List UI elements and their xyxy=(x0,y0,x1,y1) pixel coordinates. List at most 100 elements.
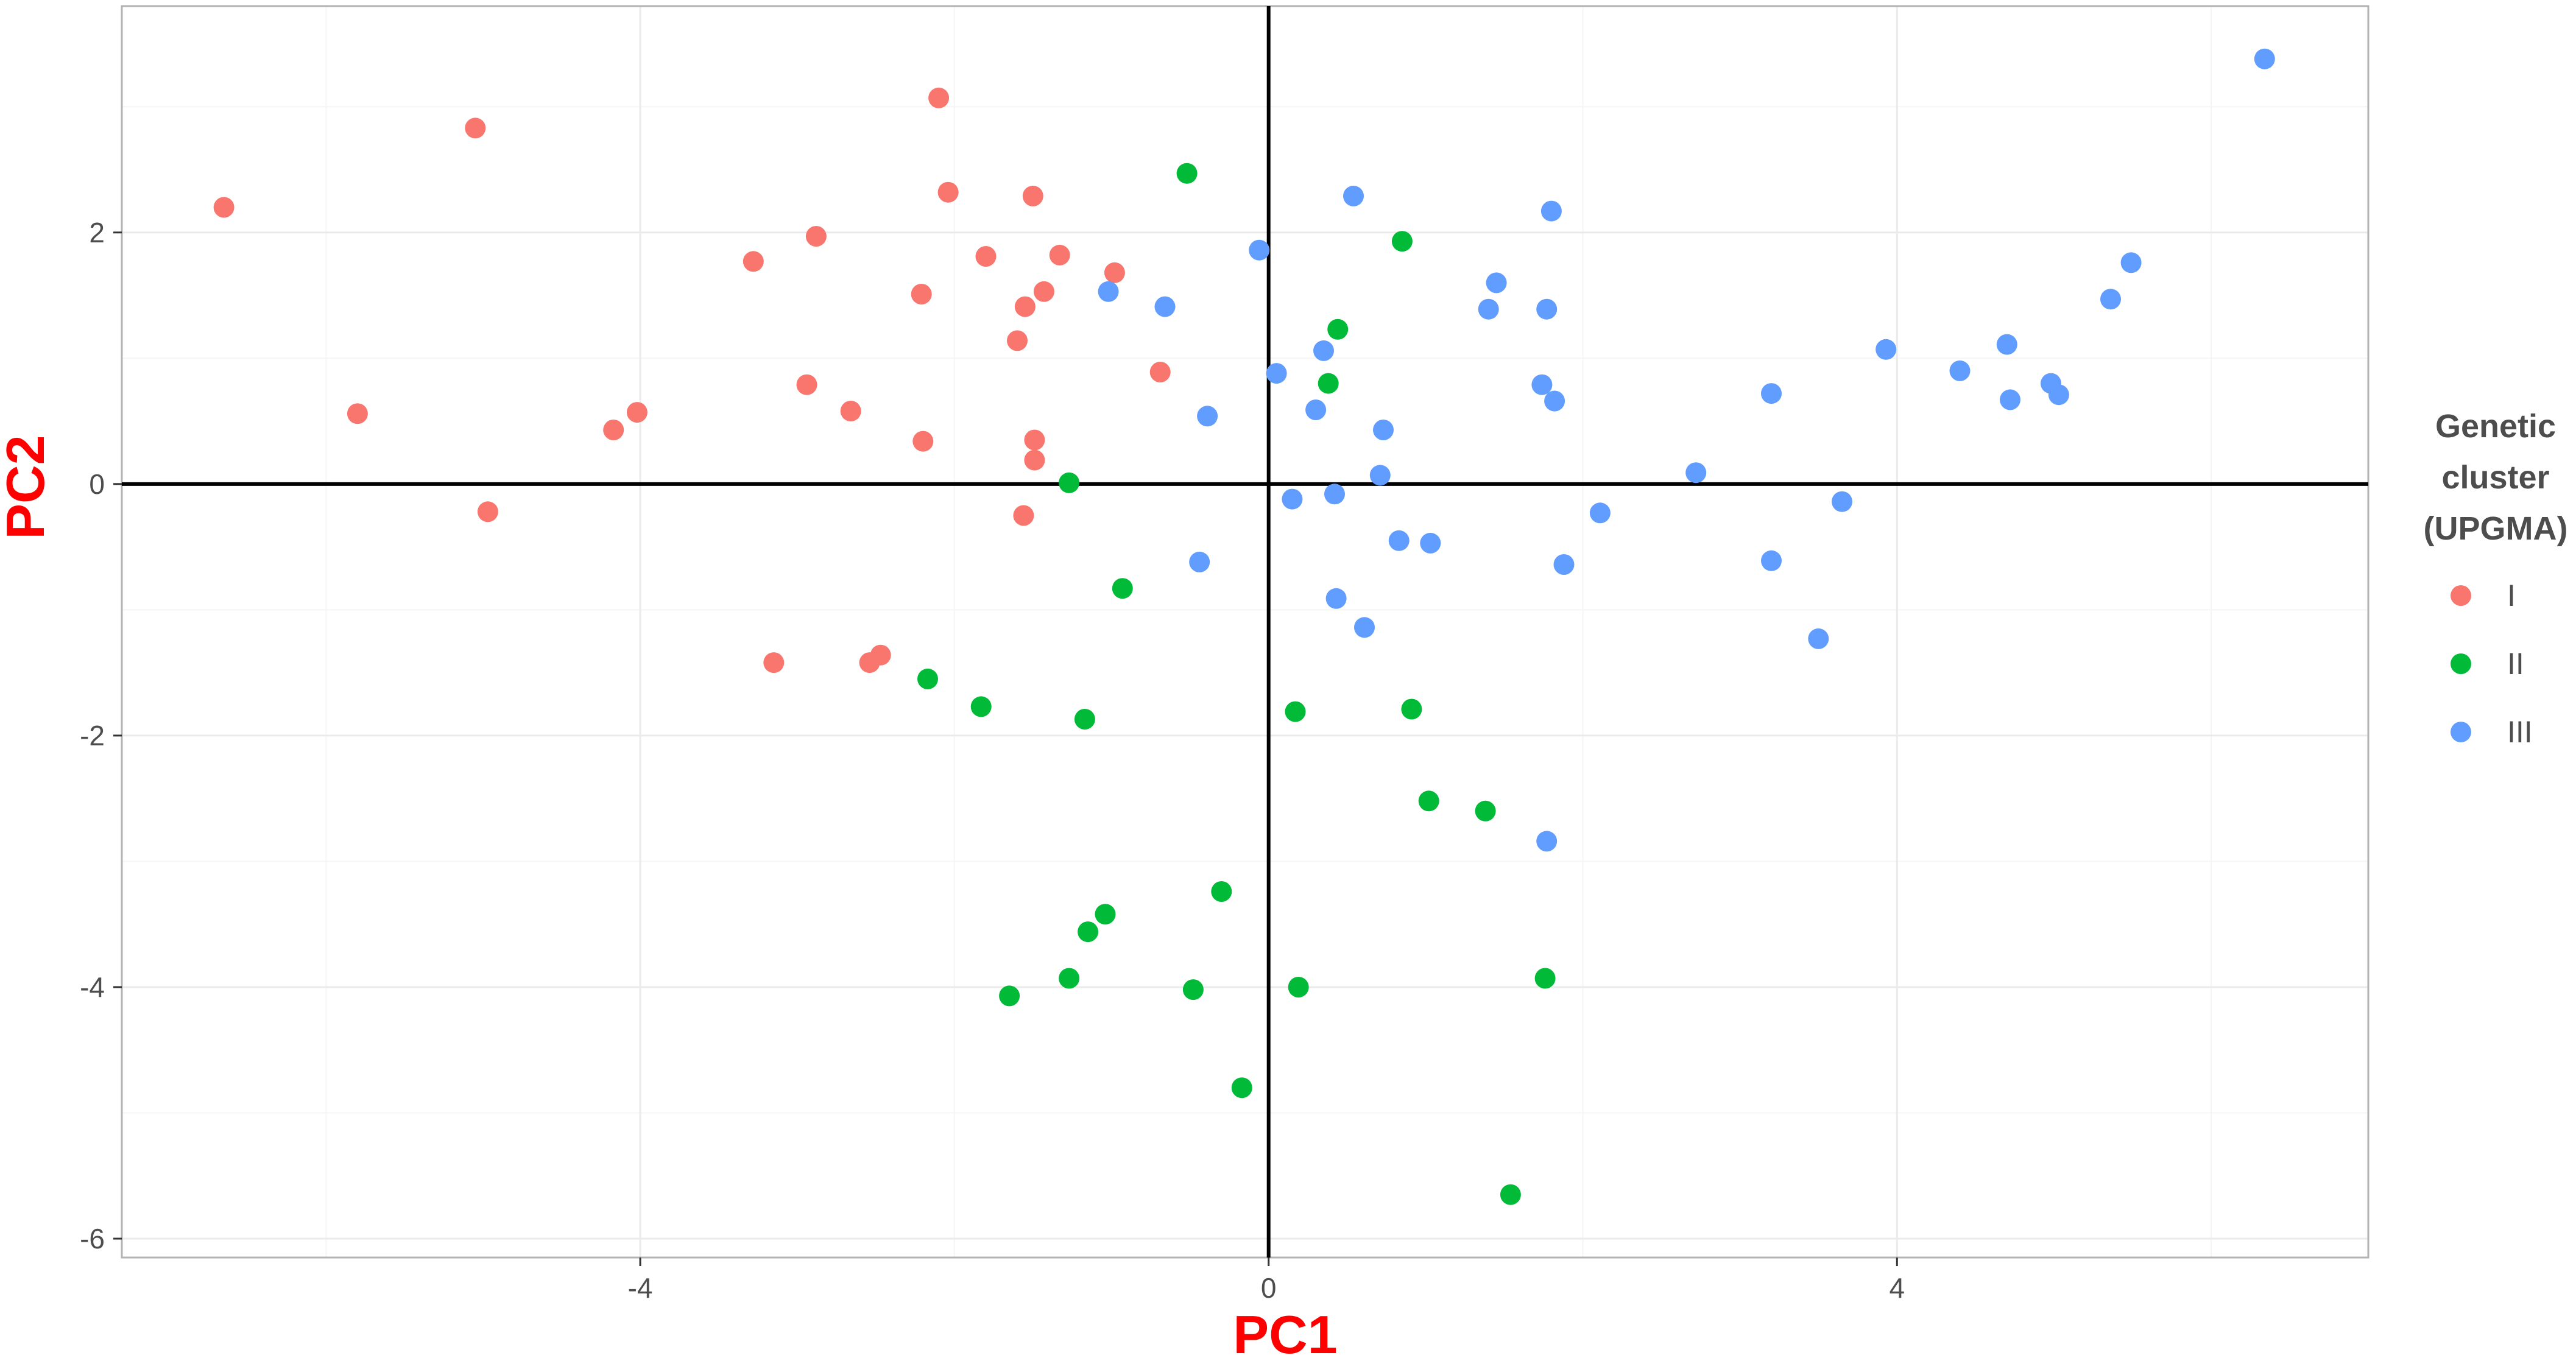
data-point-cluster-I xyxy=(928,87,950,108)
data-point-cluster-III xyxy=(1282,488,1303,510)
data-point-cluster-I xyxy=(1033,281,1054,302)
data-point-cluster-III xyxy=(1531,374,1553,395)
data-point-cluster-III xyxy=(1540,200,1562,222)
data-point-cluster-II xyxy=(1059,472,1080,493)
data-point-cluster-II xyxy=(917,668,938,689)
data-point-cluster-II xyxy=(1391,231,1413,252)
y-tick-label: 2 xyxy=(89,217,105,248)
data-point-cluster-III xyxy=(1761,550,1782,571)
grid-lines xyxy=(122,6,2368,1258)
axis-ticks: -4 0 4 -6 -4 -2 0 2 xyxy=(80,217,1905,1304)
data-point-cluster-III xyxy=(1808,628,1829,649)
legend-key-I xyxy=(2451,585,2471,606)
data-point-cluster-III xyxy=(1373,420,1394,440)
data-point-cluster-I xyxy=(1022,185,1043,206)
data-point-cluster-II xyxy=(1176,163,1198,184)
data-point-cluster-I xyxy=(626,402,648,423)
data-point-cluster-I xyxy=(796,374,817,395)
data-point-cluster-III xyxy=(2048,384,2069,406)
data-point-cluster-III xyxy=(1478,298,1499,320)
data-point-cluster-III xyxy=(1305,399,1327,420)
data-point-cluster-III xyxy=(2100,289,2121,310)
y-tick-label: -6 xyxy=(80,1223,105,1254)
data-point-cluster-I xyxy=(213,197,235,218)
data-point-cluster-III xyxy=(1832,491,1852,512)
data-point-cluster-III xyxy=(1949,360,1971,381)
legend-label-I: I xyxy=(2507,579,2516,613)
data-point-cluster-II xyxy=(1534,968,1556,989)
y-tick-label: -4 xyxy=(80,971,105,1003)
data-point-cluster-III xyxy=(1420,532,1441,554)
data-point-cluster-I xyxy=(937,181,959,203)
data-point-cluster-I xyxy=(1013,505,1034,526)
data-point-cluster-III xyxy=(1098,281,1119,302)
plot-panel-border xyxy=(121,5,2370,1259)
data-point-cluster-III xyxy=(1154,296,1176,317)
data-point-cluster-II xyxy=(1095,904,1116,925)
legend-title-line-1: Genetic xyxy=(2435,408,2556,445)
data-point-cluster-III xyxy=(1313,340,1334,361)
data-point-cluster-II xyxy=(1288,977,1309,997)
x-axis-title: PC1 xyxy=(1233,1304,1337,1358)
data-point-cluster-III xyxy=(1876,339,1897,360)
data-point-cluster-I xyxy=(1014,296,1036,317)
data-point-cluster-III xyxy=(1486,272,1507,294)
data-point-cluster-II xyxy=(1059,968,1080,989)
data-point-cluster-I xyxy=(1049,244,1070,266)
data-point-cluster-III xyxy=(1589,502,1611,524)
data-point-cluster-II xyxy=(1475,800,1496,821)
data-point-cluster-I xyxy=(1104,262,1125,283)
data-point-cluster-III xyxy=(1249,239,1270,261)
data-point-cluster-II xyxy=(1418,790,1439,812)
data-point-cluster-III xyxy=(1685,462,1707,484)
data-point-cluster-II xyxy=(1401,698,1422,720)
data-point-cluster-I xyxy=(477,501,498,522)
data-point-cluster-I xyxy=(840,401,861,421)
x-tick-label: 4 xyxy=(1889,1272,1905,1304)
legend-label-III: III xyxy=(2507,715,2533,749)
data-point-cluster-III xyxy=(1324,484,1345,505)
data-point-cluster-III xyxy=(1388,530,1410,551)
data-point-cluster-III xyxy=(1536,831,1558,852)
data-point-cluster-II xyxy=(1318,373,1339,394)
data-point-cluster-II xyxy=(970,696,992,717)
legend-key-II xyxy=(2451,653,2471,674)
legend-label-II: II xyxy=(2507,647,2524,681)
data-point-cluster-III xyxy=(1544,390,1565,412)
reference-lines xyxy=(122,6,2368,1258)
data-point-cluster-I xyxy=(1007,330,1028,351)
data-point-cluster-III xyxy=(1553,554,1575,575)
data-point-cluster-I xyxy=(743,251,764,272)
data-point-cluster-I xyxy=(347,403,368,424)
data-point-cluster-III xyxy=(2120,252,2142,273)
data-point-cluster-III xyxy=(2254,48,2275,69)
data-point-cluster-II xyxy=(1327,318,1349,340)
data-point-cluster-III xyxy=(1369,465,1391,486)
legend-key-III xyxy=(2451,722,2471,742)
data-point-cluster-III xyxy=(1343,185,1364,206)
data-point-cluster-II xyxy=(1500,1184,1521,1205)
data-point-cluster-III xyxy=(1536,298,1558,320)
data-point-cluster-I xyxy=(1024,449,1045,471)
data-point-cluster-III xyxy=(1761,383,1782,404)
data-point-cluster-II xyxy=(1078,921,1099,943)
legend-title-line-2: cluster xyxy=(2441,459,2549,496)
data-point-cluster-III xyxy=(1266,363,1287,384)
data-point-cluster-II xyxy=(1182,979,1204,1001)
data-point-cluster-I xyxy=(1149,362,1171,382)
data-point-cluster-III xyxy=(1197,406,1218,427)
data-point-cluster-II xyxy=(1285,701,1306,722)
data-point-cluster-II xyxy=(1211,881,1232,902)
x-tick-label: -4 xyxy=(628,1272,653,1304)
data-point-cluster-I xyxy=(805,226,827,247)
data-point-cluster-III xyxy=(2000,389,2020,410)
data-point-cluster-II xyxy=(999,985,1020,1007)
y-tick-label: 0 xyxy=(89,468,105,500)
y-tick-label: -2 xyxy=(80,720,105,751)
x-tick-label: 0 xyxy=(1261,1272,1277,1304)
data-point-cluster-III xyxy=(1325,588,1347,609)
data-point-cluster-I xyxy=(975,246,997,267)
